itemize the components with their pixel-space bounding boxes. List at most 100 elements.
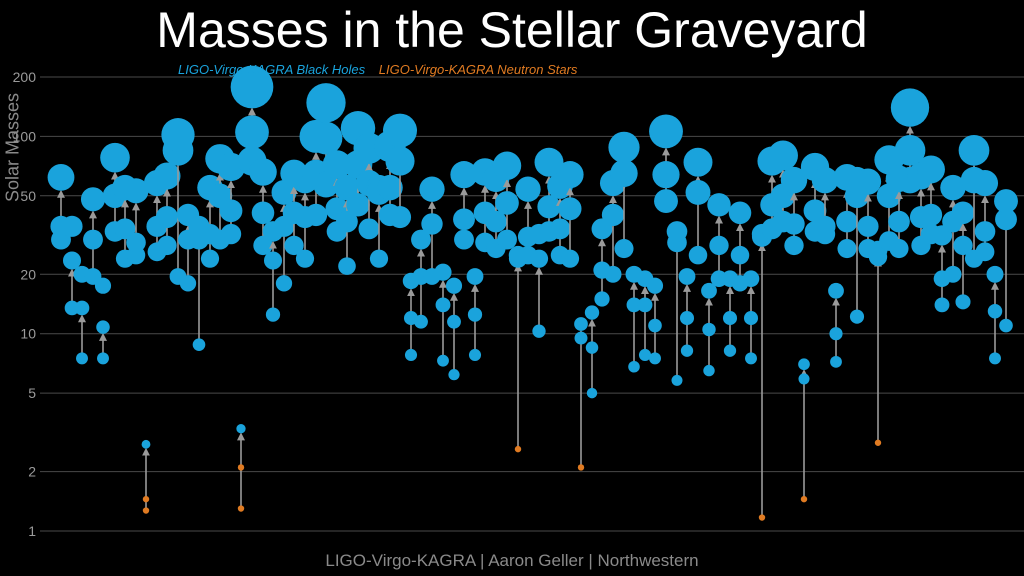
component-1-dot [679,311,695,326]
merger-event [466,268,484,362]
component-1-dot [385,146,415,176]
legend: LIGO-Virgo-KAGRA Black Holes LIGO-Virgo-… [178,62,587,77]
component-2-dot [497,229,517,250]
merger-event [450,161,478,250]
remnant-dot [100,142,130,173]
remnant-dot [940,174,966,201]
remnant-dot [608,131,640,163]
merger-event [61,215,83,316]
component-2-dot [437,354,449,367]
remnant-dot [994,189,1018,214]
component-2-dot [388,206,412,229]
remnant-dot [768,140,798,171]
merger-event [625,265,643,373]
remnant-dot [742,270,760,288]
component-1-dot [722,311,738,326]
component-2-dot [295,249,315,268]
component-2-dot [220,223,242,245]
component-2-dot [448,369,460,381]
merger-event [828,282,844,368]
component-1-dot [730,245,750,265]
component-1-dot [702,322,716,337]
component-1-dot [685,179,711,205]
component-2-dot [745,352,757,365]
component-1-dot [537,195,561,219]
merger-event [666,221,688,386]
merger-event [994,189,1018,333]
y-tick-label: 2 [28,464,36,480]
remnant-dot [466,268,484,285]
component-1-dot [453,208,475,231]
remnant-dot [445,277,463,294]
component-2-dot [680,344,694,357]
component-1-dot [558,197,582,221]
component-1-dot [309,121,343,155]
component-2-dot [649,352,661,365]
component-2-dot [638,348,652,362]
remnant-dot [683,147,713,177]
merger-event [811,166,839,245]
component-2-dot [284,235,304,256]
remnant-dot [666,221,688,242]
component-1-dot [637,297,653,313]
component-1-dot [114,218,136,240]
component-1-dot [237,464,245,471]
merger-event [80,187,106,285]
remnant-dot [62,251,82,270]
remnant-dot [306,83,346,123]
component-2-dot [975,242,995,262]
merger-event [419,176,445,285]
remnant-dot [80,187,106,212]
merger-event [249,158,277,256]
remnant-dot [141,439,151,449]
component-2-dot [654,189,678,214]
component-2-dot [955,294,971,310]
component-1-dot [709,235,729,256]
component-1-dot [814,215,836,237]
component-2-dot [338,257,356,275]
component-1-dot [83,229,103,250]
component-1-dot [142,495,150,503]
remnant-dot [529,249,549,268]
remnant-dot [971,170,999,197]
remnant-dot [890,88,930,127]
component-1-dot [836,210,858,233]
component-1-dot [953,235,973,256]
component-2-dot [275,275,293,292]
remnant-dot [411,229,431,250]
component-1-dot [974,221,996,242]
remnant-dot [450,161,478,189]
component-1-dot [894,134,926,166]
remnant-dot [322,150,352,179]
component-2-dot [200,249,220,268]
merger-event [951,201,975,310]
component-2-dot [97,352,109,365]
merger-event [584,305,600,399]
remnant-dot [153,162,181,190]
y-tick-label: 10 [20,326,36,342]
remnant-dot [419,176,445,202]
merger-event [383,113,417,229]
merger-event [940,174,966,283]
component-1-dot [626,297,642,313]
component-2-dot [404,348,418,362]
component-2-dot [849,309,865,324]
remnant-dot [584,305,600,320]
merger-event [751,223,773,521]
merger-event [236,424,246,512]
component-1-dot [495,191,519,215]
legend-entry-black-holes: LIGO-Virgo-KAGRA Black Holes [178,62,366,77]
component-1-dot [251,201,275,225]
component-1-dot [126,232,146,253]
y-tick-label: 5 [28,385,36,401]
merger-event [608,131,640,259]
component-1-dot [652,161,680,189]
component-1-dot [888,210,910,233]
remnant-dot [798,358,810,371]
component-1-dot [94,277,112,294]
component-2-dot [237,505,245,512]
merger-event [649,114,683,214]
merger-event [707,193,731,288]
remnant-dot [492,151,522,180]
component-1-dot [995,208,1017,231]
